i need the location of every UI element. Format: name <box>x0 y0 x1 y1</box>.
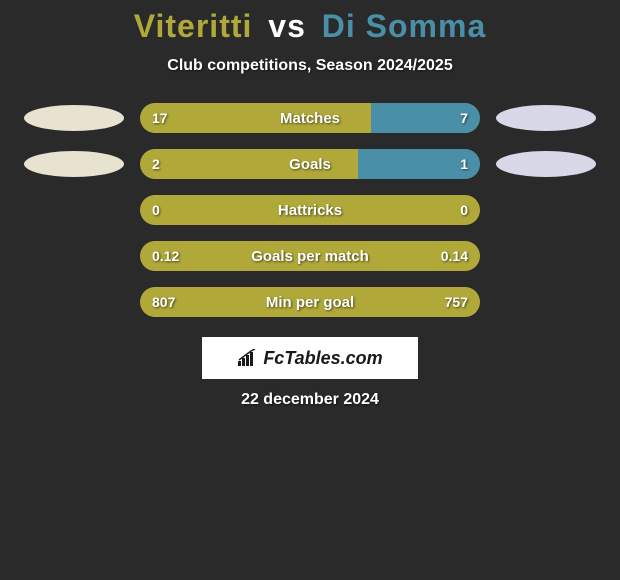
bar-right-segment: 7 <box>371 103 480 133</box>
stat-row: 17 7 Matches <box>0 103 620 133</box>
stat-left-value: 0.12 <box>152 248 179 264</box>
stat-label: Goals <box>289 156 331 173</box>
stat-row: 807 757 Min per goal <box>0 287 620 317</box>
stat-bar: 807 757 Min per goal <box>140 287 480 317</box>
stat-right-value: 0.14 <box>441 248 468 264</box>
stat-bar: 0.12 0.14 Goals per match <box>140 241 480 271</box>
chart-icon <box>237 349 259 367</box>
stat-row: 0.12 0.14 Goals per match <box>0 241 620 271</box>
stat-right-value: 1 <box>460 156 468 172</box>
stat-bar: 0 0 Hattricks <box>140 195 480 225</box>
stats-container: 17 7 Matches 2 1 Goals 0 0 Hattricks 0.12 0.14 Goal… <box>0 103 620 317</box>
player1-form-icon <box>24 151 124 177</box>
stat-left-value: 17 <box>152 110 168 126</box>
player1-name: Viteritti <box>134 8 253 44</box>
date: 22 december 2024 <box>0 391 620 409</box>
comparison-title: Viteritti vs Di Somma <box>0 8 620 45</box>
stat-right-value: 757 <box>445 294 468 310</box>
stat-label: Matches <box>280 110 340 127</box>
stat-right-value: 0 <box>460 202 468 218</box>
stat-label: Goals per match <box>251 248 369 265</box>
player2-name: Di Somma <box>322 8 486 44</box>
stat-label: Min per goal <box>266 294 354 311</box>
player1-form-icon <box>24 105 124 131</box>
subtitle: Club competitions, Season 2024/2025 <box>0 57 620 75</box>
player2-form-icon <box>496 151 596 177</box>
stat-left-value: 2 <box>152 156 160 172</box>
stat-bar: 17 7 Matches <box>140 103 480 133</box>
stat-left-value: 807 <box>152 294 175 310</box>
logo-box: FcTables.com <box>202 337 418 379</box>
stat-row: 0 0 Hattricks <box>0 195 620 225</box>
logo-text: FcTables.com <box>263 348 382 369</box>
stat-right-value: 7 <box>460 110 468 126</box>
stat-left-value: 0 <box>152 202 160 218</box>
player2-form-icon <box>496 105 596 131</box>
logo: FcTables.com <box>237 348 382 369</box>
stat-row: 2 1 Goals <box>0 149 620 179</box>
vs-text: vs <box>268 8 306 44</box>
bar-right-segment: 1 <box>358 149 480 179</box>
stat-label: Hattricks <box>278 202 342 219</box>
stat-bar: 2 1 Goals <box>140 149 480 179</box>
